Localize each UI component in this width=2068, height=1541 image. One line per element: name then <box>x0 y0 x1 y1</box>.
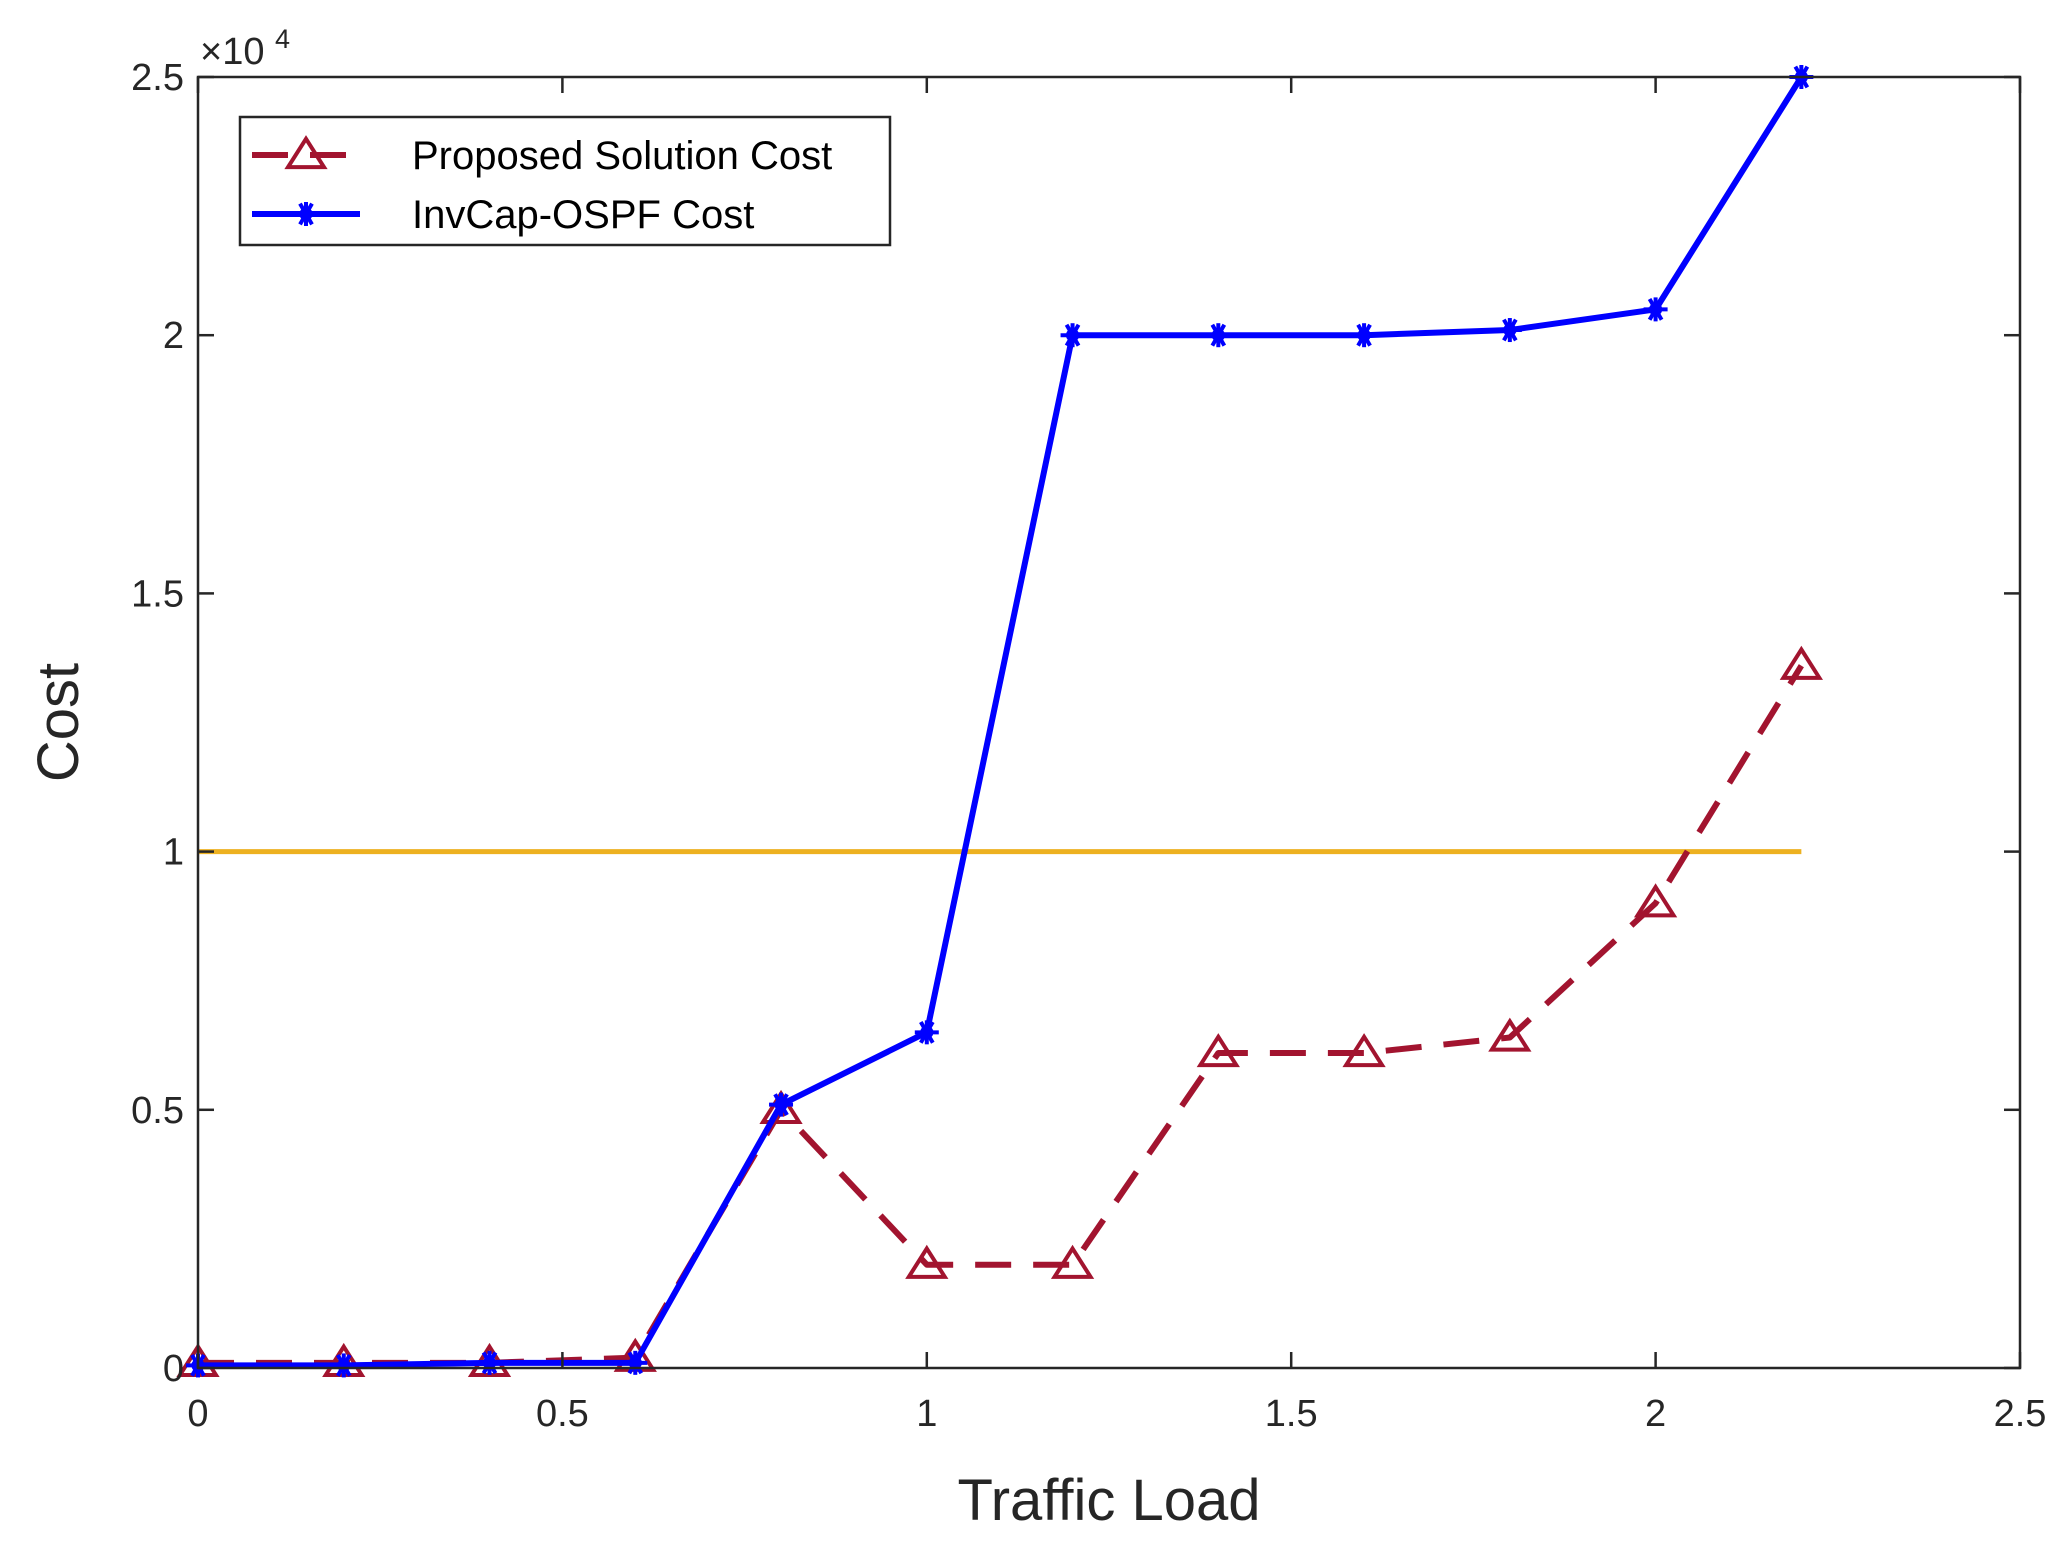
x-tick-label: 0.5 <box>536 1393 589 1435</box>
data-point-triangle <box>1342 1033 1386 1068</box>
legend-box <box>238 115 892 247</box>
data-point-triangle <box>1779 645 1823 680</box>
y-tick-label: 0.5 <box>131 1090 184 1132</box>
x-tick-label: 0 <box>187 1393 208 1435</box>
data-point-triangle <box>1050 1244 1095 1279</box>
data-point-asterisk <box>1060 323 1085 348</box>
data-point-asterisk <box>769 1092 794 1117</box>
y-axis-label: Cost <box>26 663 91 782</box>
x-tick-label: 2.5 <box>1994 1393 2047 1435</box>
legend-entry-invcap-ospf-cost: InvCap-OSPF Cost <box>252 193 754 237</box>
data-point-asterisk <box>914 1020 939 1045</box>
data-point-triangle <box>759 1089 803 1124</box>
axes-box <box>196 75 2022 1370</box>
series-line <box>198 75 1804 1369</box>
x-tick-label: 1 <box>916 1393 937 1435</box>
marker-asterisk-center <box>1065 328 1080 342</box>
legend-marker-triangle <box>284 135 328 170</box>
y-axis-exponent: ×10 4 <box>200 24 290 73</box>
marker-asterisk-center <box>337 1358 351 1373</box>
legend-label: InvCap-OSPF Cost <box>412 193 754 237</box>
marker-asterisk-center <box>628 1356 642 1370</box>
marker-asterisk-center <box>1211 328 1225 342</box>
y-tick-label: 2 <box>163 315 184 357</box>
legend-marker-asterisk <box>294 202 318 226</box>
y-tick-label: 1 <box>163 832 184 874</box>
data-point-asterisk <box>623 1350 648 1375</box>
x-tick-label: 1.5 <box>1265 1393 1318 1435</box>
data-point-triangle <box>905 1244 949 1279</box>
marker-asterisk-center <box>1357 328 1371 342</box>
legend: Proposed Solution Cost InvCap-OSPF Cost <box>238 115 892 247</box>
data-point-triangle <box>1633 883 1678 918</box>
data-point-triangle <box>1196 1033 1240 1068</box>
data-point-asterisk <box>1643 297 1668 322</box>
y-axis-exponent-power: 4 <box>275 24 290 54</box>
plot-layer <box>176 65 1823 1378</box>
data-point-asterisk <box>477 1350 502 1375</box>
y-tick-label: 2.5 <box>131 57 184 99</box>
data-point-asterisk <box>1497 318 1522 343</box>
legend-entry-proposed-solution-cost: Proposed Solution Cost <box>252 134 832 178</box>
marker-asterisk-center <box>482 1356 497 1370</box>
y-axis-exponent-base: ×10 <box>200 31 264 73</box>
marker-asterisk-center <box>299 207 313 221</box>
axes-layer: 0 0.5 1 1.5 2 2.5 0 0.5 1 1.5 2 2.5 <box>131 57 2046 1435</box>
x-axis-label: Traffic Load <box>957 1468 1260 1533</box>
marker-asterisk-center <box>774 1098 788 1112</box>
marker-asterisk-center <box>1649 302 1663 316</box>
data-point-asterisk <box>1352 323 1377 348</box>
data-point-asterisk <box>1206 323 1231 348</box>
data-point-triangle <box>1488 1017 1532 1052</box>
marker-asterisk-center <box>1503 323 1517 337</box>
marker-asterisk-center <box>920 1025 934 1039</box>
legend-label: Proposed Solution Cost <box>412 134 832 178</box>
y-tick-label: 1.5 <box>131 573 184 615</box>
y-tick-label: 0 <box>163 1348 184 1390</box>
x-tick-label: 2 <box>1645 1393 1666 1435</box>
